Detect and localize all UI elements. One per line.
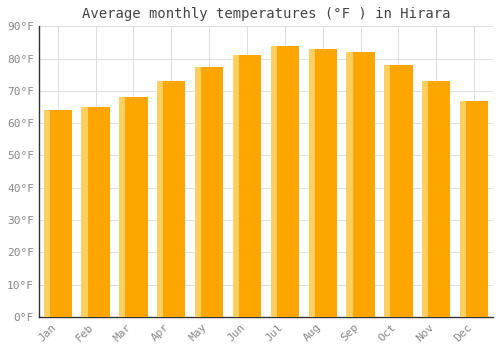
Bar [82, 107, 110, 317]
Bar [384, 65, 412, 317]
Bar [157, 81, 164, 317]
Bar [270, 46, 277, 317]
Bar [119, 97, 126, 317]
Bar [233, 55, 261, 317]
Bar [346, 52, 375, 317]
Bar [195, 66, 201, 317]
Bar [195, 66, 224, 317]
Bar [346, 52, 352, 317]
Bar [119, 97, 148, 317]
Bar [460, 100, 488, 317]
Bar [308, 49, 337, 317]
Bar [460, 100, 466, 317]
Title: Average monthly temperatures (°F ) in Hirara: Average monthly temperatures (°F ) in Hi… [82, 7, 450, 21]
Bar [308, 49, 315, 317]
Bar [422, 81, 450, 317]
Bar [384, 65, 390, 317]
Bar [422, 81, 428, 317]
Bar [44, 110, 72, 317]
Bar [44, 110, 50, 317]
Bar [157, 81, 186, 317]
Bar [233, 55, 239, 317]
Bar [270, 46, 299, 317]
Bar [82, 107, 87, 317]
